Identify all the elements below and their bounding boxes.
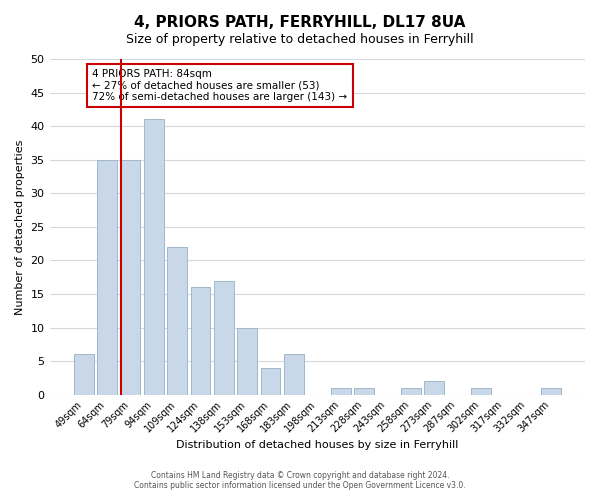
Bar <box>97 160 117 394</box>
Bar <box>284 354 304 395</box>
Bar <box>144 120 164 394</box>
Bar <box>354 388 374 394</box>
X-axis label: Distribution of detached houses by size in Ferryhill: Distribution of detached houses by size … <box>176 440 458 450</box>
Bar <box>331 388 350 394</box>
Bar <box>214 280 234 394</box>
Bar <box>541 388 560 394</box>
Text: Size of property relative to detached houses in Ferryhill: Size of property relative to detached ho… <box>126 32 474 46</box>
Bar <box>471 388 491 394</box>
Bar <box>167 247 187 394</box>
Text: Contains HM Land Registry data © Crown copyright and database right 2024.
Contai: Contains HM Land Registry data © Crown c… <box>134 470 466 490</box>
Text: 4 PRIORS PATH: 84sqm
← 27% of detached houses are smaller (53)
72% of semi-detac: 4 PRIORS PATH: 84sqm ← 27% of detached h… <box>92 69 347 102</box>
Text: 4, PRIORS PATH, FERRYHILL, DL17 8UA: 4, PRIORS PATH, FERRYHILL, DL17 8UA <box>134 15 466 30</box>
Bar <box>260 368 280 394</box>
Bar <box>121 160 140 394</box>
Bar <box>238 328 257 394</box>
Bar <box>191 288 211 395</box>
Y-axis label: Number of detached properties: Number of detached properties <box>15 139 25 314</box>
Bar <box>74 354 94 395</box>
Bar <box>424 381 444 394</box>
Bar <box>401 388 421 394</box>
